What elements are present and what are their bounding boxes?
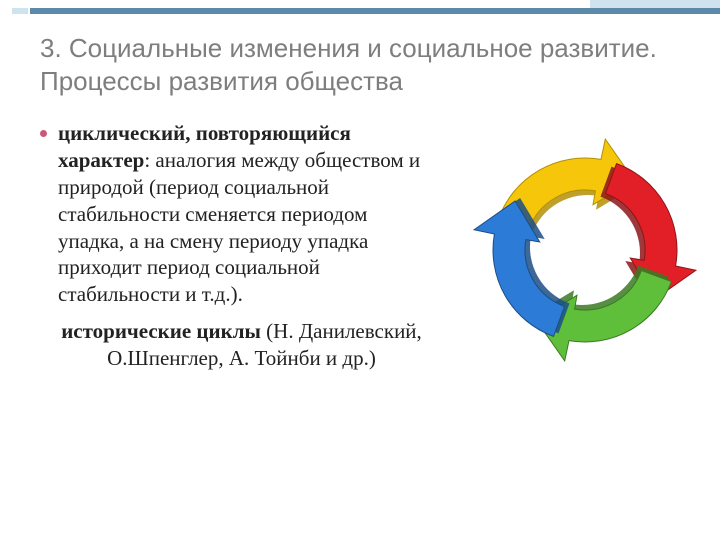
image-column: [425, 120, 690, 372]
para1: циклический, повторяющийся характер: ана…: [58, 121, 420, 306]
para2-bold: исторические циклы: [61, 319, 261, 343]
accent-bar-left: [12, 8, 28, 14]
page-title: 3. Социальные изменения и социальное раз…: [40, 32, 690, 97]
content-area: циклический, повторяющийся характер: ана…: [40, 120, 690, 372]
accent-bar-main: [30, 8, 720, 14]
para2: исторические циклы (Н. Данилевский, О.Шп…: [40, 318, 425, 372]
cycle-arrows-icon: [445, 110, 720, 390]
bullet-item-1: циклический, повторяющийся характер: ана…: [40, 120, 425, 308]
text-column: циклический, повторяющийся характер: ана…: [40, 120, 425, 372]
bullet-dot-icon: [40, 130, 47, 137]
accent-bars: [0, 0, 720, 14]
accent-bar-light: [590, 0, 720, 8]
